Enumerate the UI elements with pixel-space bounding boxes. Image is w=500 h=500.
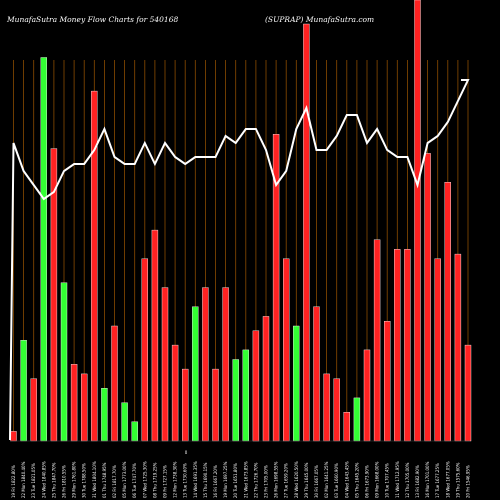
x-tick-label: 23 Tue 1821.05% (31, 463, 36, 498)
flow-bar (181, 368, 189, 442)
flow-bar (202, 287, 209, 442)
flow-bar (222, 287, 229, 442)
flow-bar (20, 340, 27, 442)
x-tick-label: 05 Thu 1645.20% (354, 462, 359, 498)
x-tick-label: 12 Thu 1705.00% (405, 462, 410, 498)
x-tick-label: 02 Mon 1641.25% (324, 461, 329, 498)
flow-bar (404, 249, 411, 442)
flow-bar (10, 431, 17, 442)
x-tick-label: 15 Thu 1690.15% (203, 462, 208, 498)
flow-bar (141, 258, 149, 442)
price-line (9, 79, 470, 441)
x-tick-label: 06 Tue 1747.70% (132, 463, 137, 498)
flow-bar (171, 344, 179, 442)
flow-bar (151, 229, 159, 442)
flow-bar (70, 364, 78, 442)
flow-bar (394, 249, 401, 442)
x-tick-label: 26 Mon 1698.55% (274, 461, 279, 498)
zero-label: 0 (185, 450, 188, 455)
flow-bar (242, 349, 250, 442)
flow-bar (262, 316, 270, 442)
x-tick-label: 05 Mon 1773.00% (122, 461, 127, 498)
flow-bar (101, 388, 108, 442)
flow-bar (161, 287, 169, 442)
flow-bar (313, 306, 320, 442)
x-tick-label: 31 Wed 1804.10% (92, 461, 97, 498)
flow-bar (293, 325, 300, 442)
x-tick-label: 27 Tue 1659.20% (284, 463, 289, 498)
x-tick-label: 19 Thu 1575.60% (455, 462, 460, 498)
chart-title-left: MunafaSutra Money Flow Charts for 540168 (6, 15, 178, 24)
flow-bar (192, 306, 199, 442)
x-tick-label: 04 Wed 1643.45% (344, 461, 349, 498)
flow-bar (30, 378, 37, 442)
flow-bar (232, 359, 239, 442)
flow-bar (111, 325, 118, 442)
flow-bar (323, 373, 330, 442)
x-tick-label: 16 Fri 1667.20% (213, 465, 218, 498)
x-tick-label: 08 Thu 1719.25% (152, 462, 157, 498)
x-tick-labels: 20 Fri 1546.95% 19 Thu 1575.60% 18 Wed 167… (11, 461, 471, 498)
x-tick-label: 29 Thu 1645.00% (304, 462, 309, 498)
flow-bar (303, 23, 310, 442)
x-tick-label: 29 Mon 1761.80% (72, 461, 77, 498)
flow-bar (283, 258, 290, 442)
flow-bar (384, 321, 391, 442)
flow-bar (373, 239, 381, 442)
flow-bar (414, 0, 421, 442)
x-tick-label: 22 Thu 1726.70% (253, 462, 258, 498)
x-tick-label: 28 Wed 1620.50% (294, 461, 299, 498)
x-tick-label: 03 Tue 1660.90% (334, 463, 339, 498)
flow-bar (333, 378, 340, 442)
flow-bar (121, 402, 128, 442)
flow-bar (60, 282, 68, 442)
money-flow-bars (10, 0, 472, 442)
x-tick-label: 14 Wed 1691.35% (193, 461, 198, 498)
x-tick-label: 26 Fri 1810.55% (62, 465, 67, 498)
x-tick-label: 01 Thu 1748.95% (102, 462, 107, 498)
chart-title-right: (SUPRAP) MunafaSutra.com (265, 15, 374, 24)
x-tick-label: 17 Tue 1677.25% (435, 463, 440, 498)
flow-bar (353, 397, 361, 442)
flow-bar (424, 153, 431, 442)
flow-bar (444, 181, 451, 442)
x-tick-label: 16 Mon 1701.00% (425, 461, 430, 498)
x-tick-label: 25 Thu 1847.70% (51, 462, 56, 498)
x-tick-label: 30 Tue 1788.50% (82, 463, 87, 498)
x-tick-label: 09 Mon 1668.00% (375, 461, 380, 498)
x-tick-label: 10 Tue 1707.45% (385, 463, 390, 498)
flow-bar (212, 368, 219, 442)
x-tick-label: 09 Fri 1727.15% (163, 465, 168, 498)
x-tick-label: 06 Fri 1673.90% (365, 465, 370, 498)
x-tick-label: 20 Tue 1651.80% (233, 463, 238, 498)
flow-bar (363, 349, 371, 442)
x-tick-label: 12 Mon 1738.30% (173, 461, 178, 498)
x-tick-label: 13 Tue 1730.60% (183, 463, 188, 498)
x-tick-label: 21 Wed 1673.85% (243, 461, 248, 498)
x-tick-label: 11 Wed 1712.95% (395, 461, 400, 498)
flow-bar (252, 330, 260, 442)
x-tick-label: 19 Fri 1822.80% (11, 465, 16, 498)
flow-bar (80, 373, 88, 442)
flow-bar (40, 57, 47, 442)
x-tick-label: 23 Fri 1705.00% (264, 465, 269, 498)
x-tick-label: 13 Fri 1682.90% (415, 465, 420, 498)
x-tick-label: 07 Wed 1725.30% (142, 461, 147, 498)
x-tick-label: 30 Fri 1667.05% (314, 465, 319, 498)
x-tick-label: 18 Wed 1677.05% (445, 461, 450, 498)
flow-bar (434, 258, 441, 442)
flow-bar (454, 253, 462, 442)
flow-bar (343, 412, 350, 442)
flow-bar (131, 421, 138, 442)
flow-bar (464, 344, 472, 442)
x-tick-label: 02 Fri 1817.70% (112, 465, 117, 498)
x-tick-label: 22 Mon 1840.40% (21, 461, 26, 498)
x-tick-label: 24 Wed 1840.85% (41, 461, 46, 498)
x-tick-label: 20 Fri 1546.95% (466, 465, 471, 498)
x-tick-label: 19 Mon 1697.25% (223, 461, 228, 498)
